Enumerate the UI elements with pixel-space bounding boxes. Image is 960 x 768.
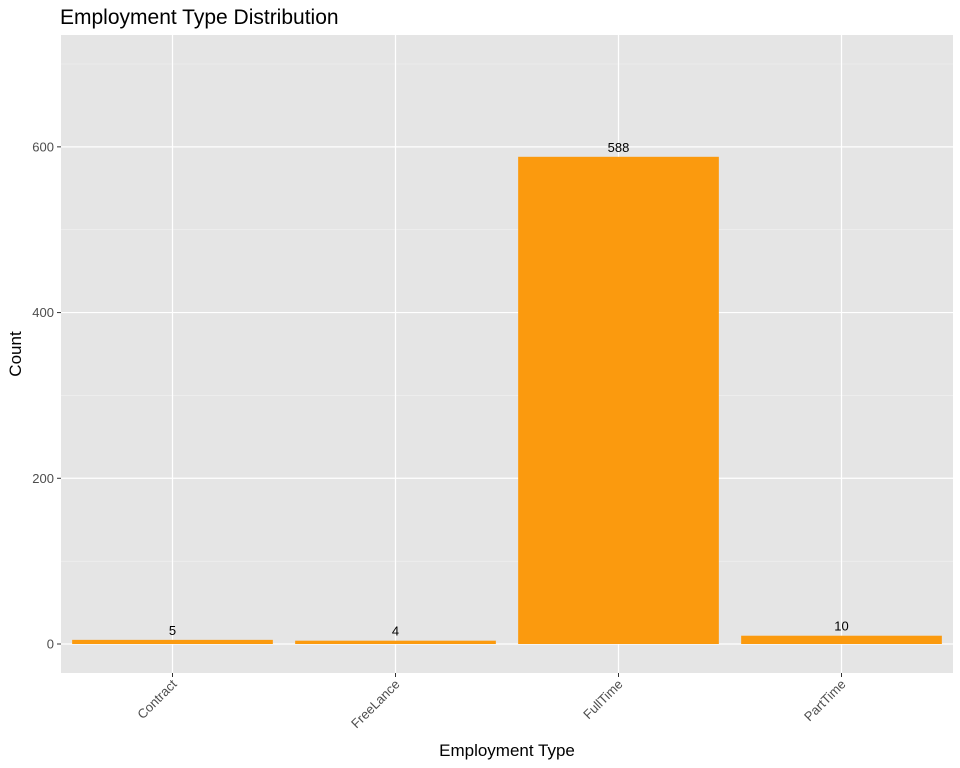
bar-freelance (295, 640, 496, 644)
bar-value-label: 588 (608, 140, 630, 155)
plot-panel (61, 35, 953, 673)
x-axis-title: Employment Type (439, 741, 575, 760)
bar-labels-group: 5 4 588 10 (169, 140, 849, 639)
y-tick-label: 200 (32, 471, 54, 486)
y-tick-label: 400 (32, 305, 54, 320)
y-tick-label: 0 (47, 637, 54, 652)
x-tick-label: PartTime (801, 677, 849, 725)
minor-gridlines (61, 63, 953, 562)
bar-contract (72, 639, 273, 644)
y-tick-label: 600 (32, 139, 54, 154)
y-axis-title: Count (6, 331, 25, 377)
x-tick-label: FullTime (580, 677, 626, 723)
bars-group (72, 156, 942, 645)
bar-parttime (741, 635, 942, 644)
bar-value-label: 5 (169, 623, 176, 638)
bar-value-label: 10 (834, 619, 848, 634)
x-tick-label: FreeLance (348, 677, 403, 732)
x-tick-label: Contract (134, 676, 180, 722)
chart-title: Employment Type Distribution (60, 6, 339, 29)
bar-fulltime (518, 156, 719, 645)
y-axis: 0 200 400 600 (32, 139, 61, 652)
bar-value-label: 4 (392, 624, 399, 639)
x-axis: Contract FreeLance FullTime PartTime (134, 673, 849, 732)
